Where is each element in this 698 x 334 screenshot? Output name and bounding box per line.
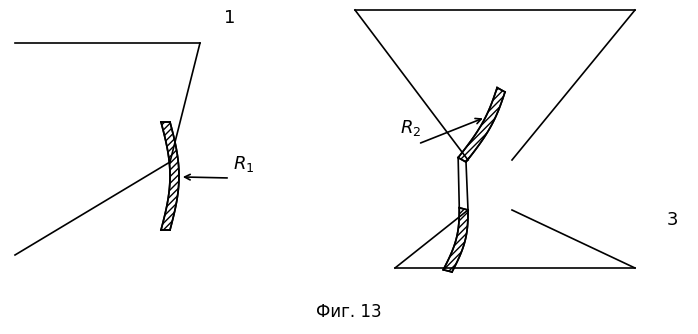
Text: Фиг. 13: Фиг. 13 xyxy=(316,303,382,321)
Polygon shape xyxy=(161,122,179,230)
Text: 1: 1 xyxy=(224,9,236,27)
Text: $R_1$: $R_1$ xyxy=(233,154,254,174)
Text: $R_2$: $R_2$ xyxy=(400,118,422,138)
Polygon shape xyxy=(443,208,468,272)
Polygon shape xyxy=(458,88,505,162)
Text: 3: 3 xyxy=(667,211,678,229)
